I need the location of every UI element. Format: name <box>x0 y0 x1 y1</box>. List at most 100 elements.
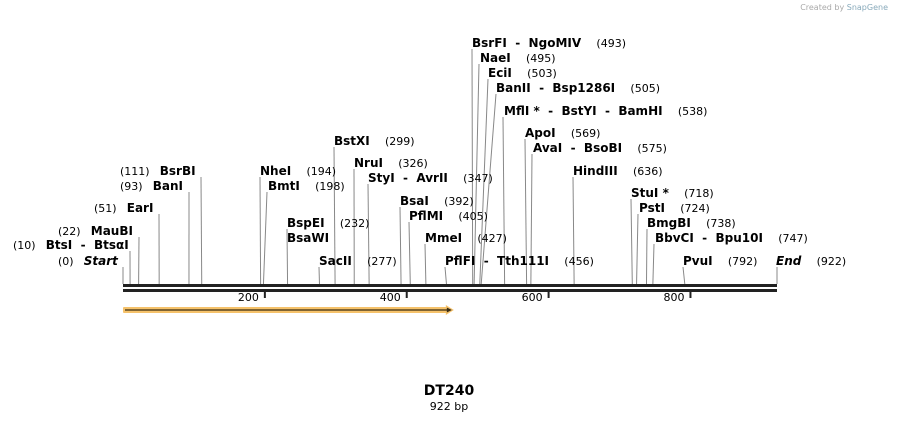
site-position: (347) <box>463 172 493 185</box>
site-label[interactable]: SacII (277) <box>319 252 397 268</box>
site-label[interactable]: (51) EarI <box>94 199 153 215</box>
cut-site-line <box>424 243 427 285</box>
site-label[interactable]: BbvCI - Bpu10I (747) <box>655 229 808 245</box>
cut-site-line <box>682 266 686 285</box>
site-position: (569) <box>570 127 601 140</box>
cut-site-line <box>645 228 648 285</box>
site-label[interactable]: BstXI (299) <box>334 132 415 148</box>
site-position: (724) <box>680 202 710 215</box>
cut-site-line <box>572 176 575 285</box>
site-label[interactable]: NheI (194) <box>260 162 336 178</box>
site-label[interactable]: StuI * (718) <box>631 184 714 200</box>
site-label[interactable]: BanII - Bsp1286I (505) <box>496 79 660 95</box>
site-position: (493) <box>596 37 626 50</box>
cut-site-line <box>652 243 655 285</box>
enzyme-name: StyI - AvrII <box>368 171 448 185</box>
cut-site-line <box>200 176 203 285</box>
site-label[interactable]: (0) Start <box>58 252 118 268</box>
site-label[interactable]: HindIII (636) <box>573 162 663 178</box>
enzyme-name: PvuI <box>683 254 713 268</box>
enzyme-name: StuI * <box>631 186 669 200</box>
snapgene-brand: SnapGene <box>846 3 888 12</box>
enzyme-name: BspEI <box>287 216 325 230</box>
site-label[interactable]: MflI * - BstYI - BamHI (538) <box>504 102 707 118</box>
site-position: (326) <box>398 157 428 170</box>
ruler-tick <box>405 291 408 298</box>
enzyme-name: BstXI <box>334 134 370 148</box>
site-label[interactable]: EciI (503) <box>488 64 557 80</box>
site-label[interactable]: PflMI (405) <box>409 207 488 223</box>
site-label[interactable]: BmtI (198) <box>268 177 345 193</box>
enzyme-name: BsrFI - NgoMIV <box>472 36 582 50</box>
site-label[interactable]: (93) BanI <box>120 177 183 193</box>
site-label[interactable]: PflFI - Tth111I (456) <box>445 252 594 268</box>
enzyme-name: MflI * - BstYI - BamHI <box>504 104 663 118</box>
enzyme-name: PstI <box>639 201 665 215</box>
enzyme-name: BmgBI <box>647 216 691 230</box>
site-position: (427) <box>477 232 507 245</box>
site-position: (505) <box>630 82 661 95</box>
site-position: (538) <box>677 105 708 118</box>
site-position: (194) <box>306 165 337 178</box>
site-label[interactable]: NaeI (495) <box>480 49 556 65</box>
enzyme-name: ApoI <box>525 126 556 140</box>
site-label[interactable]: PstI (724) <box>639 199 710 215</box>
site-position: (747) <box>778 232 808 245</box>
cut-site-line <box>502 116 506 285</box>
cut-site-line <box>630 198 633 285</box>
site-label[interactable]: BmgBI (738) <box>647 214 736 230</box>
site-position: (405) <box>458 210 488 223</box>
map-length: 922 bp <box>429 400 469 413</box>
ruler-tick-label: 200 <box>237 291 259 304</box>
site-label[interactable]: BsaI (392) <box>400 192 474 208</box>
cut-site-line <box>333 146 336 285</box>
site-label[interactable]: (10) BtsI - BtsαI <box>13 236 129 252</box>
site-label[interactable]: PvuI (792) <box>683 252 757 268</box>
site-label[interactable]: ApoI (569) <box>525 124 600 140</box>
site-label[interactable]: NruI (326) <box>354 154 428 170</box>
cut-site-line <box>408 221 411 285</box>
site-label[interactable]: BsrFI - NgoMIV (493) <box>472 34 626 50</box>
enzyme-name: NruI <box>354 156 383 170</box>
site-label[interactable]: (22) MauBI <box>58 222 133 238</box>
enzyme-name: Start <box>83 254 118 268</box>
site-position: (51) <box>94 202 117 215</box>
ruler-tick-label: 600 <box>521 291 543 304</box>
site-label[interactable]: AvaI - BsoBI (575) <box>533 139 667 155</box>
cut-site-line <box>444 266 447 285</box>
enzyme-name: MauBI <box>90 224 133 238</box>
site-position: (0) <box>58 255 74 268</box>
cut-site-line <box>480 93 497 285</box>
enzyme-name: NaeI <box>480 51 511 65</box>
site-label[interactable]: End (922) <box>776 252 846 268</box>
ruler-tick <box>547 291 550 298</box>
site-label[interactable]: BsaWI <box>287 229 344 245</box>
site-position: (495) <box>526 52 556 65</box>
site-label[interactable]: (111) BsrBI <box>120 162 196 178</box>
site-position: (198) <box>315 180 345 193</box>
enzyme-name: BmtI <box>268 179 300 193</box>
snapgene-credit: Created by SnapGene <box>800 3 888 12</box>
site-label[interactable]: BspEI (232) <box>287 214 369 230</box>
enzyme-name: BsrBI <box>159 164 196 178</box>
cut-site-line <box>530 153 533 285</box>
credit-prefix: Created by <box>800 3 845 12</box>
enzyme-name: EarI <box>126 201 154 215</box>
cut-site-line <box>524 138 528 285</box>
enzyme-name: BanII - Bsp1286I <box>496 81 616 95</box>
site-position: (718) <box>684 187 714 200</box>
site-label[interactable]: MmeI (427) <box>425 229 507 245</box>
cut-site-line <box>286 228 289 285</box>
enzyme-name: BtsI - BtsαI <box>45 238 129 252</box>
enzyme-name: PflFI - Tth111I <box>445 254 550 268</box>
cut-site-line <box>262 191 268 285</box>
site-position: (575) <box>637 142 667 155</box>
site-label[interactable]: StyI - AvrII (347) <box>368 169 493 185</box>
enzyme-name: BsaWI <box>287 231 330 245</box>
backbone-top-strand <box>123 284 777 287</box>
site-position: (636) <box>632 165 663 178</box>
site-position: (503) <box>527 67 557 80</box>
cut-site-line <box>399 206 402 285</box>
ruler-tick-label: 400 <box>379 291 401 304</box>
